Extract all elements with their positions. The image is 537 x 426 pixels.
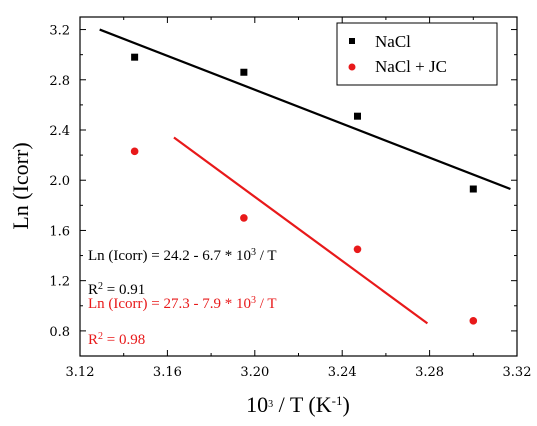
y-tick-label: 2.8 (49, 74, 70, 89)
point-nacl-jc (469, 317, 478, 325)
legend-label-nacl: NaCl (375, 32, 411, 51)
annotation-nacl-jc: Ln (Icorr) = 27.3 - 7.9 * 103 / T R2 = 0… (88, 295, 277, 349)
y-tick-label: 1.6 (49, 224, 70, 239)
x-tick-label: 3.32 (503, 365, 532, 380)
point-nacl (469, 185, 477, 193)
fit-lines (99, 28, 511, 325)
x-axis-title: 103 / T (K-1) (246, 392, 350, 417)
x-tick-label: 3.24 (328, 365, 357, 380)
annotation-nacl: Ln (Icorr) = 24.2 - 6.7 * 103 / T R2 = 0… (88, 247, 277, 299)
point-nacl (353, 112, 361, 120)
axis-ticks (79, 17, 518, 356)
point-nacl (240, 68, 248, 76)
r-squared-nacl: R2 = 0.91 (88, 281, 145, 299)
legend-box (336, 22, 498, 86)
legend-marker-nacl (349, 38, 355, 44)
fit-line-nacl (99, 28, 511, 191)
tick-labels: 3.12 3.16 3.20 3.24 3.28 3.32 0.8 1.2 1.6 2.0 2.4 2… (49, 24, 531, 380)
data-points (130, 53, 478, 325)
y-tick-label: 0.8 (49, 325, 70, 340)
x-tick-label: 3.28 (415, 365, 444, 380)
point-nacl-jc (353, 245, 362, 254)
equation-nacl-jc: Ln (Icorr) = 27.3 - 7.9 * 103 / T (88, 295, 277, 313)
point-nacl-jc (240, 214, 248, 222)
x-tick-label: 3.16 (153, 365, 182, 380)
x-tick-label: 3.20 (240, 365, 269, 380)
y-tick-label: 2.4 (49, 124, 70, 139)
legend: NaCl NaCl + JC (336, 22, 498, 86)
r-squared-nacl-jc: R2 = 0.98 (88, 331, 145, 349)
point-nacl-jc (130, 147, 139, 156)
y-tick-label: 1.2 (49, 275, 70, 290)
y-tick-label: 3.2 (49, 24, 70, 39)
equation-nacl: Ln (Icorr) = 24.2 - 6.7 * 103 / T (88, 247, 277, 265)
legend-marker-nacl-jc (348, 63, 356, 71)
x-tick-label: 3.12 (66, 365, 95, 380)
y-axis-title: Ln (Icorr) (8, 142, 33, 229)
fit-line-nacl-jc (173, 136, 429, 325)
legend-label-nacl-jc: NaCl + JC (375, 57, 447, 76)
y-tick-label: 2.0 (49, 174, 70, 189)
point-nacl (131, 53, 139, 61)
